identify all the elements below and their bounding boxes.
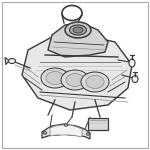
Ellipse shape	[61, 70, 89, 90]
Ellipse shape	[64, 124, 68, 126]
Ellipse shape	[43, 132, 47, 134]
Ellipse shape	[73, 27, 83, 33]
Ellipse shape	[81, 72, 109, 92]
Ellipse shape	[132, 75, 138, 83]
Ellipse shape	[9, 58, 15, 63]
Ellipse shape	[86, 75, 104, 88]
Ellipse shape	[129, 59, 135, 67]
Ellipse shape	[41, 68, 69, 88]
Ellipse shape	[66, 74, 84, 87]
Polygon shape	[42, 124, 90, 139]
Polygon shape	[22, 35, 132, 110]
Ellipse shape	[86, 133, 90, 135]
FancyBboxPatch shape	[2, 2, 148, 148]
Ellipse shape	[69, 25, 87, 35]
Polygon shape	[50, 125, 82, 137]
Ellipse shape	[65, 22, 91, 38]
Ellipse shape	[46, 72, 64, 84]
Polygon shape	[48, 23, 108, 57]
FancyBboxPatch shape	[88, 118, 108, 130]
